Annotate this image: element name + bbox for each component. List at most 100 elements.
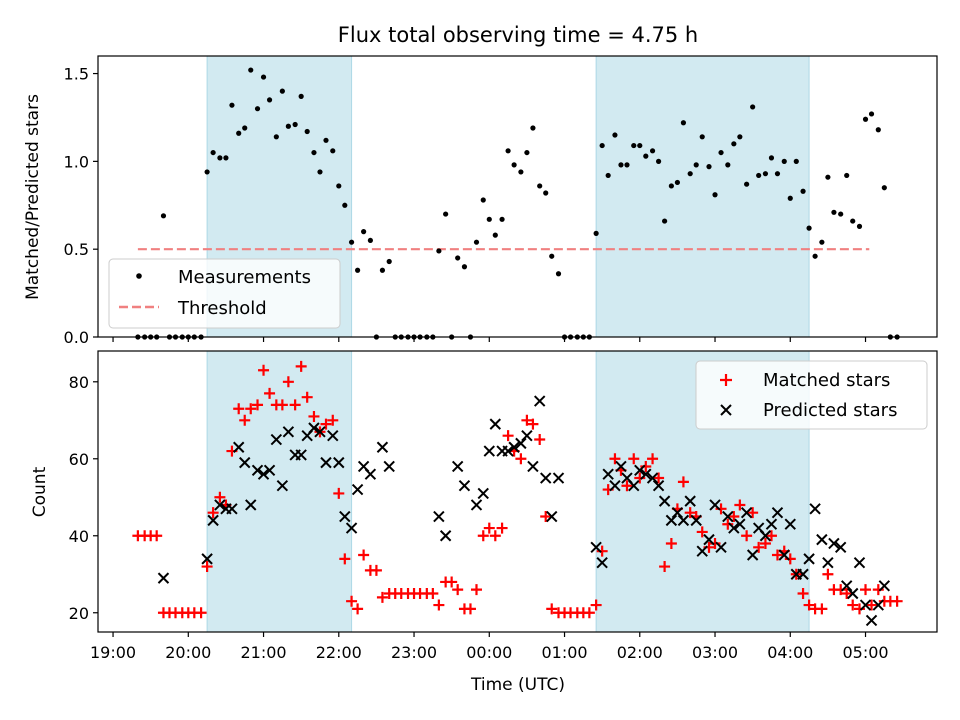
measurement-point <box>292 121 298 128</box>
matched-star-point <box>483 522 495 534</box>
matched-star-point <box>677 476 689 488</box>
measurement-point <box>348 239 355 245</box>
x-tick-label: 00:00 <box>466 643 512 662</box>
predicted-star-point <box>364 468 377 480</box>
predicted-star-point <box>628 480 640 492</box>
predicted-star-point <box>816 533 828 546</box>
matched-star-point <box>464 603 476 615</box>
matched-star-point <box>276 399 288 411</box>
predicted-star-point <box>703 533 715 546</box>
predicted-star-point <box>596 557 608 569</box>
matched-star-point <box>847 599 859 611</box>
matched-star-point <box>734 499 746 511</box>
predicted-star-point <box>652 480 665 492</box>
measurement-point <box>480 197 486 203</box>
matched-star-point <box>264 387 276 399</box>
x-tick-label: 19:00 <box>90 643 136 662</box>
predicted-star-point <box>282 426 295 438</box>
matched-star-point <box>841 588 853 600</box>
matched-star-point <box>590 599 602 611</box>
bottom-y-axis-label: Count <box>30 466 50 517</box>
predicted-star-point <box>690 514 702 527</box>
x-tick-label: 23:00 <box>391 643 437 662</box>
measurement-point <box>555 271 562 277</box>
predicted-star-point <box>327 429 339 442</box>
matched-star-point <box>784 553 796 565</box>
predicted-stars-points <box>157 395 891 627</box>
predicted-star-point <box>803 553 815 565</box>
matched-star-point <box>872 584 884 596</box>
matched-star-point <box>245 403 257 415</box>
measurement-point <box>386 258 392 265</box>
measurement-point <box>499 216 505 222</box>
measurement-point <box>699 134 705 140</box>
matched-star-point <box>634 472 646 484</box>
predicted-star-point <box>314 426 326 438</box>
measurement-point <box>342 202 348 208</box>
matched-star-point <box>195 607 207 619</box>
measurement-point <box>744 181 750 187</box>
measurement-point <box>787 195 793 201</box>
measurement-point <box>862 116 869 122</box>
measurement-point <box>537 183 543 189</box>
matched-star-point <box>295 360 307 372</box>
measurement-point <box>210 149 216 156</box>
y-tick-label: 40 <box>69 527 89 546</box>
matched-star-point <box>822 568 834 580</box>
predicted-star-point <box>351 483 364 496</box>
matched-star-point <box>346 595 358 607</box>
measurement-point <box>725 162 731 168</box>
predicted-star-point <box>251 464 264 477</box>
x-tick-label: 04:00 <box>767 643 813 662</box>
measurement-point <box>868 111 875 117</box>
top-y-ticks: 0.0 0.5 1.0 1.5 <box>64 65 98 347</box>
predicted-star-point <box>201 553 213 565</box>
predicted-star-point <box>740 506 753 519</box>
measurement-point <box>624 162 630 168</box>
shaded-region <box>206 350 353 633</box>
measurement-point <box>473 239 480 245</box>
predicted-star-point <box>865 614 878 627</box>
measurement-point <box>731 141 737 147</box>
x-tick-label: 22:00 <box>316 643 362 662</box>
measurement-point <box>486 216 492 222</box>
legend-predicted-marker <box>720 404 732 416</box>
top-axes-frame <box>97 55 938 338</box>
measurement-point <box>800 188 806 194</box>
predicted-star-point <box>521 429 533 442</box>
predicted-star-point <box>828 537 840 550</box>
predicted-star-point <box>778 549 790 561</box>
measurement-point <box>298 93 304 99</box>
measurement-point <box>436 248 442 254</box>
measurement-point <box>844 172 850 179</box>
measurement-point <box>367 237 373 244</box>
matched-star-point <box>853 603 865 615</box>
matched-star-point <box>753 541 765 553</box>
predicted-star-point <box>722 510 734 523</box>
measurement-point <box>217 155 223 161</box>
measurement-point <box>443 211 449 217</box>
x-tick-label: 20:00 <box>165 643 211 662</box>
measurement-point <box>687 171 693 177</box>
predicted-star-point <box>552 472 565 484</box>
measurement-point <box>819 239 825 245</box>
predicted-star-point <box>483 445 495 457</box>
matched-star-point <box>370 564 382 576</box>
measurement-point <box>455 255 461 261</box>
measurement-point <box>831 209 837 215</box>
matched-star-point <box>741 530 753 542</box>
matched-star-point <box>201 561 213 573</box>
predicted-star-point <box>376 441 389 453</box>
matched-star-point <box>715 503 727 515</box>
predicted-star-point <box>840 580 853 592</box>
matched-star-point <box>659 561 671 573</box>
x-tick-label: 01:00 <box>541 643 587 662</box>
measurement-point <box>806 225 812 231</box>
predicted-star-point <box>320 456 332 469</box>
measurement-point <box>285 123 291 129</box>
y-tick-label: 0.0 <box>64 328 89 347</box>
measurement-point <box>323 137 329 143</box>
bottom-x-ticks: 19:00 20:00 21:00 22:00 23:00 00:00 01:00 02:00… <box>90 632 889 662</box>
measurement-point <box>643 153 649 159</box>
measurement-point <box>593 230 599 236</box>
